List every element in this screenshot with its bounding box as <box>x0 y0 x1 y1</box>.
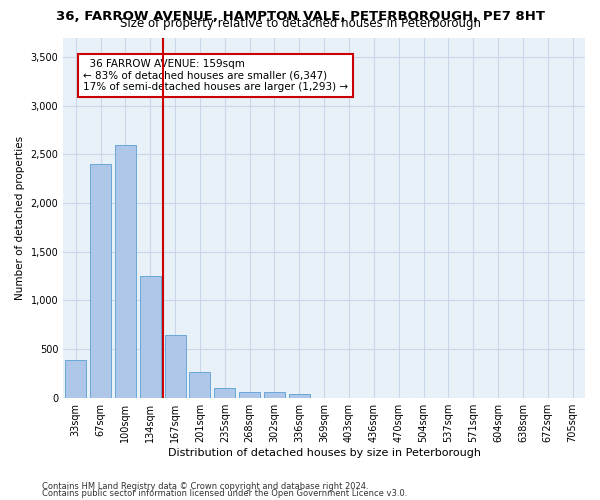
X-axis label: Distribution of detached houses by size in Peterborough: Distribution of detached houses by size … <box>167 448 481 458</box>
Bar <box>239 392 260 398</box>
Bar <box>115 144 136 398</box>
Bar <box>214 388 235 398</box>
Bar <box>289 394 310 398</box>
Bar <box>65 360 86 398</box>
Y-axis label: Number of detached properties: Number of detached properties <box>15 136 25 300</box>
Bar <box>140 276 161 398</box>
Text: Size of property relative to detached houses in Peterborough: Size of property relative to detached ho… <box>119 18 481 30</box>
Bar <box>264 392 285 398</box>
Text: 36 FARROW AVENUE: 159sqm
← 83% of detached houses are smaller (6,347)
17% of sem: 36 FARROW AVENUE: 159sqm ← 83% of detach… <box>83 59 348 92</box>
Text: Contains HM Land Registry data © Crown copyright and database right 2024.: Contains HM Land Registry data © Crown c… <box>42 482 368 491</box>
Text: Contains public sector information licensed under the Open Government Licence v3: Contains public sector information licen… <box>42 489 407 498</box>
Bar <box>190 372 211 398</box>
Bar <box>90 164 111 398</box>
Text: 36, FARROW AVENUE, HAMPTON VALE, PETERBOROUGH, PE7 8HT: 36, FARROW AVENUE, HAMPTON VALE, PETERBO… <box>56 10 545 23</box>
Bar <box>164 336 185 398</box>
